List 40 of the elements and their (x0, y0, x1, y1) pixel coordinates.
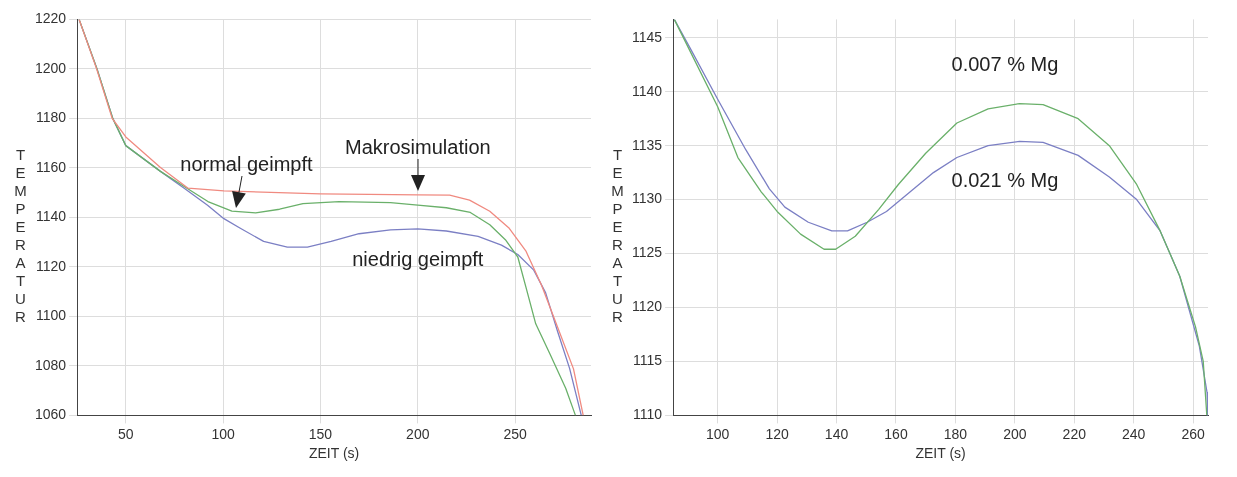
y-axis-title: TEMPERATUR (608, 145, 627, 326)
y-tick-label: 1080 (34, 356, 67, 373)
x-tick-label: 50 (118, 425, 134, 442)
x-tick-label: 200 (406, 425, 430, 442)
y-tick-label: 1110 (633, 406, 663, 423)
y-tick-label: 1135 (632, 136, 663, 153)
y-tick-label: 1160 (36, 158, 67, 175)
y-tick-label: 1060 (34, 406, 67, 423)
y-tick-label: 1200 (34, 59, 67, 76)
y-tick-label: 1140 (632, 82, 663, 99)
y-tick-label: 1100 (36, 307, 67, 324)
y-tick-label: 1130 (632, 190, 663, 207)
x-axis-title: ZEIT (s) (308, 445, 360, 462)
x-tick-label: 150 (308, 425, 333, 442)
x-tick-label: 100 (211, 425, 236, 442)
x-tick-label: 250 (503, 425, 527, 442)
series-label: 0.021 % Mg (951, 168, 1059, 192)
series-label: niedrig geimpft (352, 247, 484, 271)
x-tick-label: 160 (884, 425, 908, 442)
x-tick-label: 200 (1003, 425, 1027, 442)
y-tick-label: 1120 (632, 298, 663, 315)
x-axis-title: ZEIT (s) (915, 445, 966, 462)
x-tick-label: 180 (943, 425, 968, 442)
y-tick-label: 1125 (632, 244, 663, 261)
series-label: normal geimpft (180, 152, 313, 176)
x-tick-label: 120 (765, 425, 790, 442)
y-tick-label: 1115 (633, 352, 663, 369)
y-tick-label: 1120 (36, 257, 67, 274)
x-tick-label: 220 (1062, 425, 1087, 442)
y-tick-label: 1180 (36, 109, 67, 126)
x-tick-label: 100 (706, 425, 730, 442)
y-tick-label: 1145 (632, 28, 663, 45)
y-tick-label: 1140 (36, 208, 67, 225)
x-tick-label: 260 (1181, 425, 1206, 442)
y-tick-label: 1220 (34, 10, 67, 27)
series-label: Makrosimulation (345, 135, 491, 159)
y-axis-title: TEMPERATUR (11, 145, 30, 326)
series-label: 0.007 % Mg (951, 52, 1059, 76)
x-tick-label: 140 (824, 425, 849, 442)
x-tick-label: 240 (1122, 425, 1146, 442)
